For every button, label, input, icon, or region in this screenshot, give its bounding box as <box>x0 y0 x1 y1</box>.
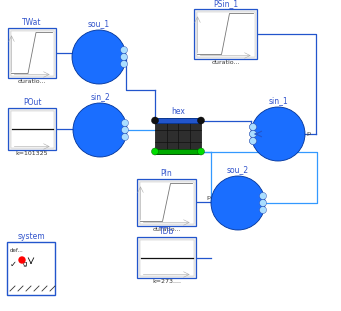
Text: system: system <box>17 232 45 241</box>
Text: TWat: TWat <box>22 18 42 27</box>
Circle shape <box>197 148 205 155</box>
FancyBboxPatch shape <box>11 30 54 76</box>
Circle shape <box>19 257 25 263</box>
Circle shape <box>120 47 128 53</box>
Text: k=101325: k=101325 <box>16 151 48 156</box>
Text: ✓: ✓ <box>10 259 17 268</box>
FancyBboxPatch shape <box>11 110 54 147</box>
Text: def...: def... <box>10 248 24 253</box>
Circle shape <box>151 148 159 155</box>
Text: p: p <box>306 132 310 137</box>
Text: p: p <box>206 196 210 201</box>
FancyBboxPatch shape <box>155 149 201 154</box>
FancyBboxPatch shape <box>7 242 55 295</box>
Text: PIn: PIn <box>161 169 172 178</box>
Circle shape <box>151 117 159 124</box>
Text: TDb: TDb <box>159 227 174 236</box>
FancyBboxPatch shape <box>155 118 201 154</box>
Text: g: g <box>23 261 27 267</box>
FancyBboxPatch shape <box>155 118 201 123</box>
Circle shape <box>250 137 256 145</box>
FancyBboxPatch shape <box>137 179 196 226</box>
Text: PSin_1: PSin_1 <box>213 0 238 8</box>
Circle shape <box>250 137 256 145</box>
FancyBboxPatch shape <box>194 9 257 59</box>
FancyBboxPatch shape <box>196 12 254 57</box>
Circle shape <box>251 107 305 161</box>
FancyBboxPatch shape <box>137 237 196 278</box>
Text: sou_2: sou_2 <box>227 165 249 174</box>
Text: duratio...: duratio... <box>211 60 240 65</box>
Text: sin_2: sin_2 <box>90 92 110 101</box>
Circle shape <box>211 176 265 230</box>
Circle shape <box>120 61 128 67</box>
Text: hex: hex <box>171 107 185 116</box>
Circle shape <box>73 103 127 157</box>
Text: sou_1: sou_1 <box>88 20 110 29</box>
Circle shape <box>120 53 128 61</box>
Circle shape <box>260 199 267 207</box>
Circle shape <box>250 123 256 131</box>
Circle shape <box>250 131 256 137</box>
FancyBboxPatch shape <box>8 28 56 78</box>
Text: duratio...: duratio... <box>18 79 46 84</box>
Circle shape <box>121 133 129 141</box>
Circle shape <box>250 131 256 137</box>
Circle shape <box>121 119 129 127</box>
Text: k=273....: k=273.... <box>152 279 181 284</box>
Circle shape <box>260 207 267 213</box>
FancyBboxPatch shape <box>8 108 56 150</box>
Circle shape <box>72 30 126 84</box>
FancyBboxPatch shape <box>139 239 193 276</box>
Text: POut: POut <box>23 98 41 107</box>
Text: duratio...: duratio... <box>152 227 181 232</box>
Circle shape <box>121 127 129 133</box>
FancyBboxPatch shape <box>139 182 193 224</box>
Circle shape <box>250 123 256 131</box>
Circle shape <box>197 117 205 124</box>
Text: sin_1: sin_1 <box>268 96 288 105</box>
Circle shape <box>260 193 267 199</box>
